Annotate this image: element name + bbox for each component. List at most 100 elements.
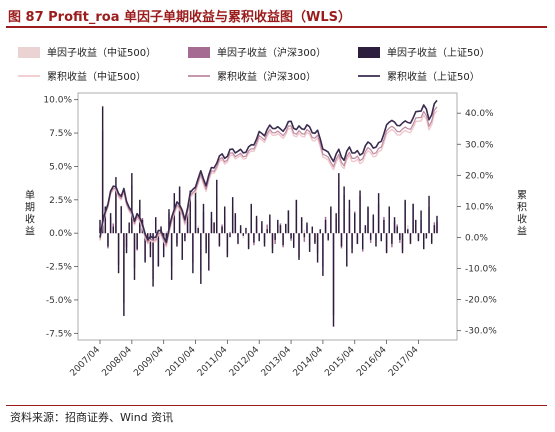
sz50-bar-101 — [367, 206, 369, 234]
sz50-bar-6 — [115, 177, 117, 234]
sz50-bar-39 — [202, 203, 205, 234]
sz50-bar-61 — [261, 221, 263, 234]
left-tick-label-6: -5.0% — [46, 296, 73, 306]
title-rule — [6, 26, 547, 28]
x-tick-label-8: 2015/04 — [323, 345, 357, 379]
sz50-bar-80 — [311, 226, 314, 234]
legend-swatch-1 — [188, 47, 210, 58]
sz50-bar-56 — [247, 233, 250, 250]
sz50-bar-120 — [417, 233, 420, 242]
x-tick-label-2: 2009/04 — [132, 345, 166, 379]
sz50-bar-89 — [335, 213, 337, 234]
sz50-bar-117 — [409, 233, 412, 244]
sz50-bar-93 — [346, 233, 348, 267]
left-axis-title: 单期收益 — [25, 190, 35, 238]
sz50-bar-94 — [348, 199, 351, 234]
sz50-bar-26 — [168, 209, 170, 234]
sz50-bar-47 — [223, 206, 226, 234]
legend-label-0: 单因子收益（中证500） — [47, 46, 156, 59]
sz50-bar-116 — [407, 229, 409, 234]
sz50-bar-85 — [324, 219, 327, 234]
sz50-bar-77 — [303, 233, 306, 238]
sz50-bar-4 — [109, 213, 112, 234]
sz50-bar-125 — [430, 233, 433, 244]
sz50-bar-97 — [356, 233, 359, 244]
sz50-bar-46 — [221, 226, 223, 234]
x-tick-label-6: 2013/04 — [260, 345, 294, 379]
sz50-bar-23 — [160, 226, 162, 234]
sz50-bar-79 — [308, 233, 311, 252]
sz50-bar-99 — [361, 233, 364, 250]
sz50-bar-86 — [327, 233, 329, 240]
sz50-bar-95 — [351, 233, 353, 254]
sz50-bar-66 — [274, 233, 276, 240]
sz50-bar-109 — [388, 206, 390, 234]
sz50-bar-88 — [332, 233, 335, 327]
sz50-bar-81 — [314, 233, 316, 244]
x-tick-label-7: 2014/04 — [292, 345, 326, 379]
sz50-bar-121 — [420, 210, 422, 234]
sz50-bar-21 — [155, 217, 157, 234]
sz50-bar-92 — [343, 186, 345, 234]
right-tick-label-0: 40.0% — [465, 109, 494, 119]
sz50-bar-57 — [250, 203, 252, 234]
sz50-bar-70 — [285, 223, 287, 234]
bars-sz50 — [99, 106, 438, 327]
sz50-bar-34 — [189, 190, 191, 234]
legend-swatch-2 — [358, 47, 380, 58]
sz50-bar-59 — [255, 215, 258, 234]
sz50-bar-104 — [375, 233, 377, 247]
sz50-bar-69 — [282, 233, 284, 246]
sz50-bar-63 — [266, 229, 268, 234]
hs300-bar-55 — [245, 233, 247, 235]
legend-label-1: 单因子收益（沪深300） — [217, 46, 326, 59]
sz50-bar-49 — [229, 233, 231, 238]
sz50-bar-33 — [186, 213, 189, 234]
sz50-bar-7 — [117, 233, 120, 274]
sz50-bar-2 — [104, 206, 107, 234]
sz50-bar-90 — [338, 173, 340, 234]
sz50-bar-87 — [330, 206, 332, 234]
x-tick-label-5: 2012/04 — [228, 345, 262, 379]
sz50-bar-35 — [192, 233, 194, 274]
sz50-bar-123 — [425, 233, 428, 239]
legend-label-2: 单因子收益（上证50） — [387, 46, 490, 59]
sz50-bar-25 — [165, 233, 168, 240]
sz50-bar-1 — [101, 106, 104, 234]
legend-label-4: 累积收益（沪深300） — [217, 70, 316, 83]
sz50-bar-3 — [107, 233, 109, 247]
right-tick-label-5: -10.0% — [465, 265, 497, 275]
right-tick-label-2: 20.0% — [465, 171, 494, 181]
sz50-bar-65 — [271, 233, 274, 254]
zz500-bar-80 — [311, 233, 314, 234]
sz50-bar-54 — [242, 233, 245, 236]
sz50-bar-43 — [213, 222, 215, 234]
sz50-bar-27 — [170, 233, 173, 280]
sz50-bar-31 — [181, 233, 183, 260]
sz50-bar-44 — [216, 179, 218, 234]
left-tick-label-7: -7.5% — [46, 329, 73, 339]
sz50-bar-106 — [380, 233, 382, 242]
sz50-bar-119 — [415, 219, 417, 234]
left-tick-label-3: 2.5% — [49, 196, 72, 206]
sz50-bar-53 — [239, 225, 242, 234]
sz50-bar-100 — [364, 225, 367, 234]
factor-return-chart: 单因子收益（中证500） 单因子收益（沪深300） 单因子收益（上证50） 累积收益（… — [18, 46, 527, 379]
sz50-bar-126 — [433, 225, 436, 234]
left-tick-label-5: -2.5% — [46, 263, 73, 273]
sz50-bar-73 — [292, 233, 295, 248]
sz50-bar-110 — [391, 233, 393, 244]
right-axis-title: 累积收益 — [517, 190, 527, 238]
line-sz50 — [99, 99, 438, 243]
sz50-bar-42 — [210, 211, 213, 234]
x-tick-label-10: 2017/04 — [387, 345, 421, 379]
sz50-bar-5 — [112, 226, 114, 234]
sz50-bar-0 — [99, 219, 101, 234]
source-note: 资料来源：招商证券、Wind 资讯 — [10, 411, 174, 424]
zz500-bar-25 — [165, 231, 168, 234]
sz50-bar-40 — [205, 233, 207, 254]
sz50-bar-22 — [157, 233, 160, 267]
sz50-bar-24 — [162, 233, 165, 258]
sz50-bar-60 — [258, 233, 260, 242]
sz50-bar-115 — [404, 199, 406, 234]
